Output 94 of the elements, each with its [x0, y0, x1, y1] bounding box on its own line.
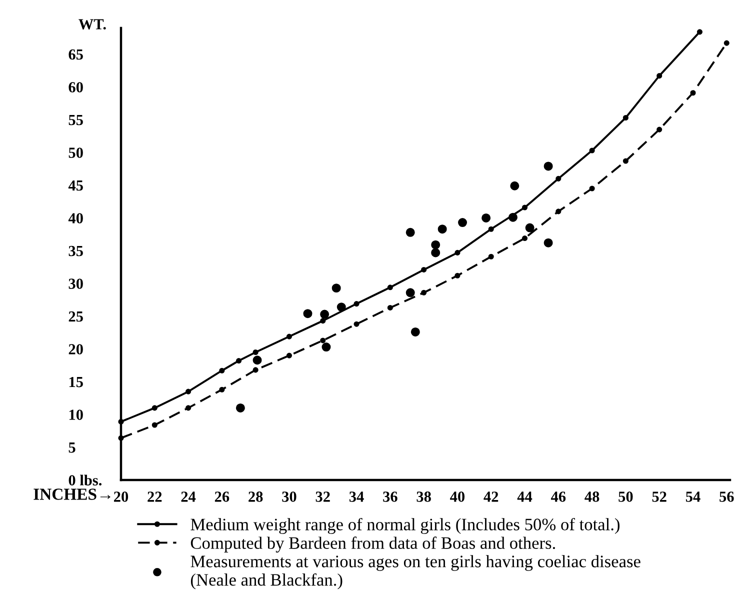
point	[219, 386, 225, 392]
point	[510, 181, 520, 190]
point	[454, 272, 460, 278]
point	[438, 224, 447, 234]
y-tick-label: 60	[68, 82, 83, 92]
point	[544, 238, 553, 248]
point	[622, 158, 628, 164]
point	[219, 368, 225, 374]
y-tick-label: 20	[68, 344, 83, 354]
point	[406, 288, 415, 298]
point	[320, 338, 326, 344]
point	[152, 405, 158, 411]
x-tick-label: 38	[416, 492, 431, 502]
point	[724, 40, 730, 46]
point	[354, 321, 360, 327]
point	[690, 90, 696, 96]
x-tick-label: 46	[550, 492, 566, 502]
point	[252, 349, 258, 356]
x-tick-label: 32	[316, 492, 330, 502]
point	[286, 334, 292, 340]
legend-label: Measurements at various ages on ten girls having coeliac disease (Neale and Blackfan.)	[190, 555, 640, 590]
y-tick-label: 5	[68, 442, 76, 453]
point	[544, 162, 553, 171]
point	[421, 266, 427, 272]
x-tick-label: 24	[181, 492, 196, 502]
point	[236, 403, 245, 412]
point	[320, 310, 330, 319]
y-tick-label: 15	[69, 376, 83, 388]
point	[589, 148, 595, 154]
y-tick-label: 0 lbs.	[68, 474, 102, 486]
point	[556, 176, 562, 182]
legend-label: Computed by Bardeen from data of Boas and others.	[190, 536, 555, 553]
point	[656, 126, 662, 132]
point	[522, 204, 528, 210]
point	[406, 228, 415, 237]
y-tick-label: 30	[68, 278, 83, 289]
point	[556, 208, 562, 214]
point	[410, 327, 420, 336]
y-tick-label: 50	[68, 148, 83, 158]
y-tick-label: 35	[68, 246, 83, 256]
x-tick-label: 22	[148, 492, 162, 502]
point	[488, 254, 494, 260]
point	[696, 29, 702, 35]
point	[186, 388, 192, 394]
point	[589, 186, 595, 192]
x-tick-label: 56	[720, 492, 734, 502]
x-tick-label: 26	[214, 492, 230, 502]
point	[656, 73, 662, 79]
point	[152, 422, 158, 428]
x-tick-label: 40	[450, 492, 465, 502]
x-tick-label: 36	[383, 492, 398, 502]
y-axis-title: WT.	[78, 19, 106, 30]
x-tick-label: 50	[618, 492, 633, 502]
x-axis-title: INCHES→	[34, 488, 110, 500]
point	[522, 236, 528, 242]
point	[387, 284, 393, 290]
y-tick-label: 55	[68, 115, 83, 126]
y-tick-label: 45	[68, 180, 83, 191]
x-tick-label: 48	[584, 492, 600, 502]
point	[303, 309, 312, 318]
y-tick-label: 10	[69, 410, 83, 420]
point	[252, 367, 258, 373]
point	[186, 405, 192, 411]
point	[421, 290, 427, 296]
point	[482, 213, 491, 222]
x-tick-label: 30	[282, 492, 296, 502]
x-tick-label: 44	[517, 492, 532, 502]
point	[387, 304, 393, 310]
point	[252, 356, 262, 365]
point	[508, 212, 518, 222]
point	[336, 302, 346, 312]
legend-label: Medium weight range of normal girls (Includes 50% of total.)	[190, 518, 620, 534]
point	[354, 301, 360, 307]
y-tick-label: 40	[68, 213, 83, 224]
point	[322, 342, 331, 352]
y-tick-label: 65	[68, 49, 83, 60]
point	[286, 352, 292, 358]
point	[622, 114, 628, 121]
point	[332, 284, 341, 293]
x-tick-label: 54	[686, 492, 700, 502]
x-tick-label: 28	[248, 492, 263, 502]
x-tick-label: 20	[114, 492, 128, 502]
point	[431, 248, 440, 258]
point	[320, 318, 326, 324]
point	[525, 223, 534, 232]
point	[488, 226, 494, 232]
x-tick-label: 34	[349, 492, 364, 502]
point	[458, 218, 468, 228]
point	[454, 250, 460, 256]
y-tick-label: 25	[68, 311, 83, 322]
point	[431, 240, 440, 250]
point	[236, 358, 242, 364]
x-tick-label: 52	[652, 492, 666, 502]
x-tick-label: 42	[484, 492, 498, 502]
